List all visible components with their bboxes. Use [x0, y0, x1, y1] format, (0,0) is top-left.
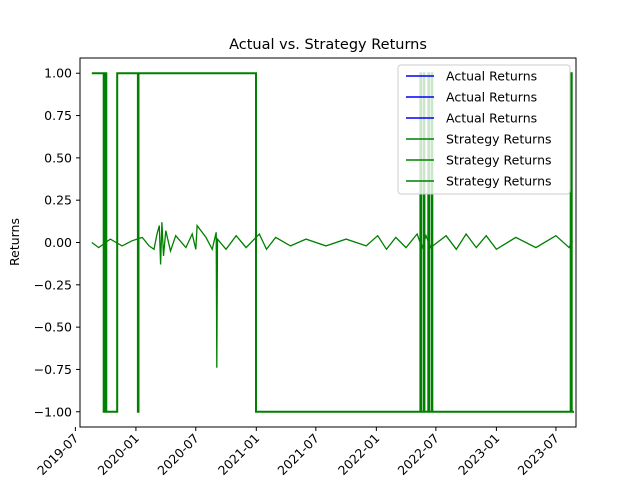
legend-label: Strategy Returns	[446, 174, 552, 189]
y-axis: 1.00 0.75 0.50 0.25 0.00 −0.25 −0.50 −0.75 −1.00	[34, 66, 80, 419]
legend-items: Actual Returns Actual Returns Actual Retur…	[406, 69, 552, 189]
legend-label: Actual Returns	[446, 69, 537, 84]
legend: Actual Returns Actual Returns Actual Retur…	[397, 64, 571, 195]
y-tick-label: −0.25	[34, 277, 72, 292]
y-tick-label: 0.00	[44, 235, 72, 250]
y-tick-label: 0.25	[44, 193, 72, 208]
y-tick-label: −0.50	[34, 320, 72, 335]
series-line-1	[91, 222, 573, 368]
y-tick-label: 0.75	[44, 108, 72, 123]
legend-label: Strategy Returns	[446, 153, 552, 168]
legend-label: Actual Returns	[446, 111, 537, 126]
legend-label: Actual Returns	[446, 90, 537, 105]
legend-box	[397, 64, 571, 195]
y-tick-label: 1.00	[44, 66, 72, 81]
chart-title: Actual vs. Strategy Returns	[229, 37, 427, 53]
y-tick-label: −0.75	[34, 362, 72, 377]
legend-label: Strategy Returns	[446, 132, 552, 147]
y-axis-label: Returns	[7, 218, 22, 266]
y-tick-label: −1.00	[34, 404, 72, 419]
y-tick-label: 0.50	[44, 150, 72, 165]
